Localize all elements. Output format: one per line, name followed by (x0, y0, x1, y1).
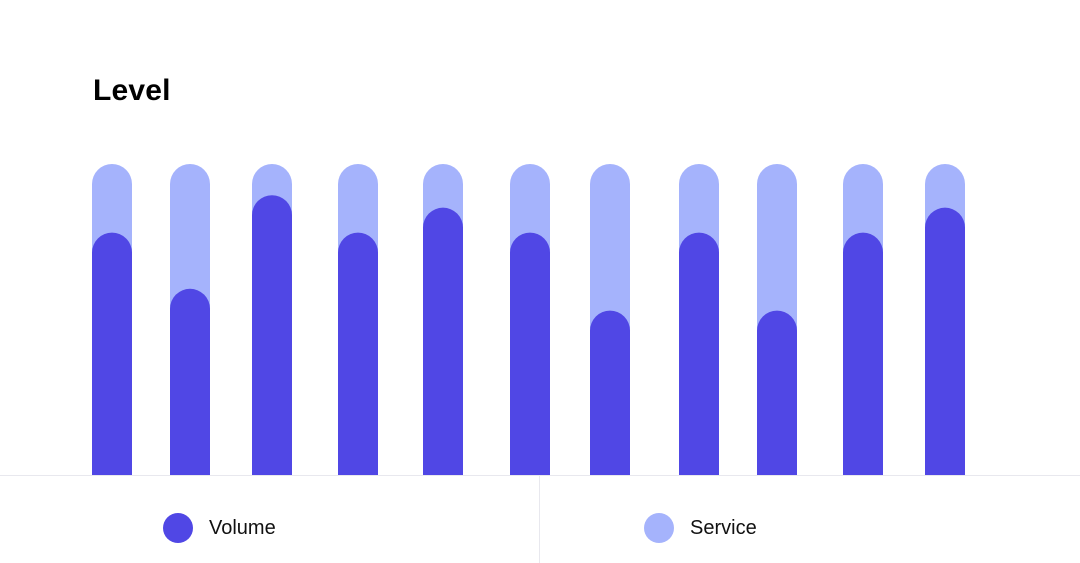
bar-volume-6 (510, 232, 550, 476)
bar-volume-7 (590, 310, 630, 476)
legend-label-volume: Volume (209, 516, 276, 539)
bar-volume-10 (843, 232, 883, 476)
bars-group (92, 164, 965, 476)
chart-title: Level (93, 74, 171, 107)
bar-volume-11 (925, 207, 965, 476)
legend-item-service[interactable]: Service (644, 512, 757, 544)
bar-volume-2 (170, 288, 210, 476)
legend-label-service: Service (690, 516, 757, 539)
bar-volume-4 (338, 232, 378, 476)
bar-volume-5 (423, 207, 463, 476)
legend-swatch-volume (163, 513, 193, 543)
bar-volume-8 (679, 232, 719, 476)
bar-volume-3 (252, 195, 292, 476)
legend: Volume Service (0, 475, 1080, 563)
legend-divider (539, 476, 540, 563)
legend-swatch-service (644, 513, 674, 543)
legend-item-volume[interactable]: Volume (163, 512, 276, 544)
bar-volume-1 (92, 232, 132, 476)
bar-volume-9 (757, 310, 797, 476)
